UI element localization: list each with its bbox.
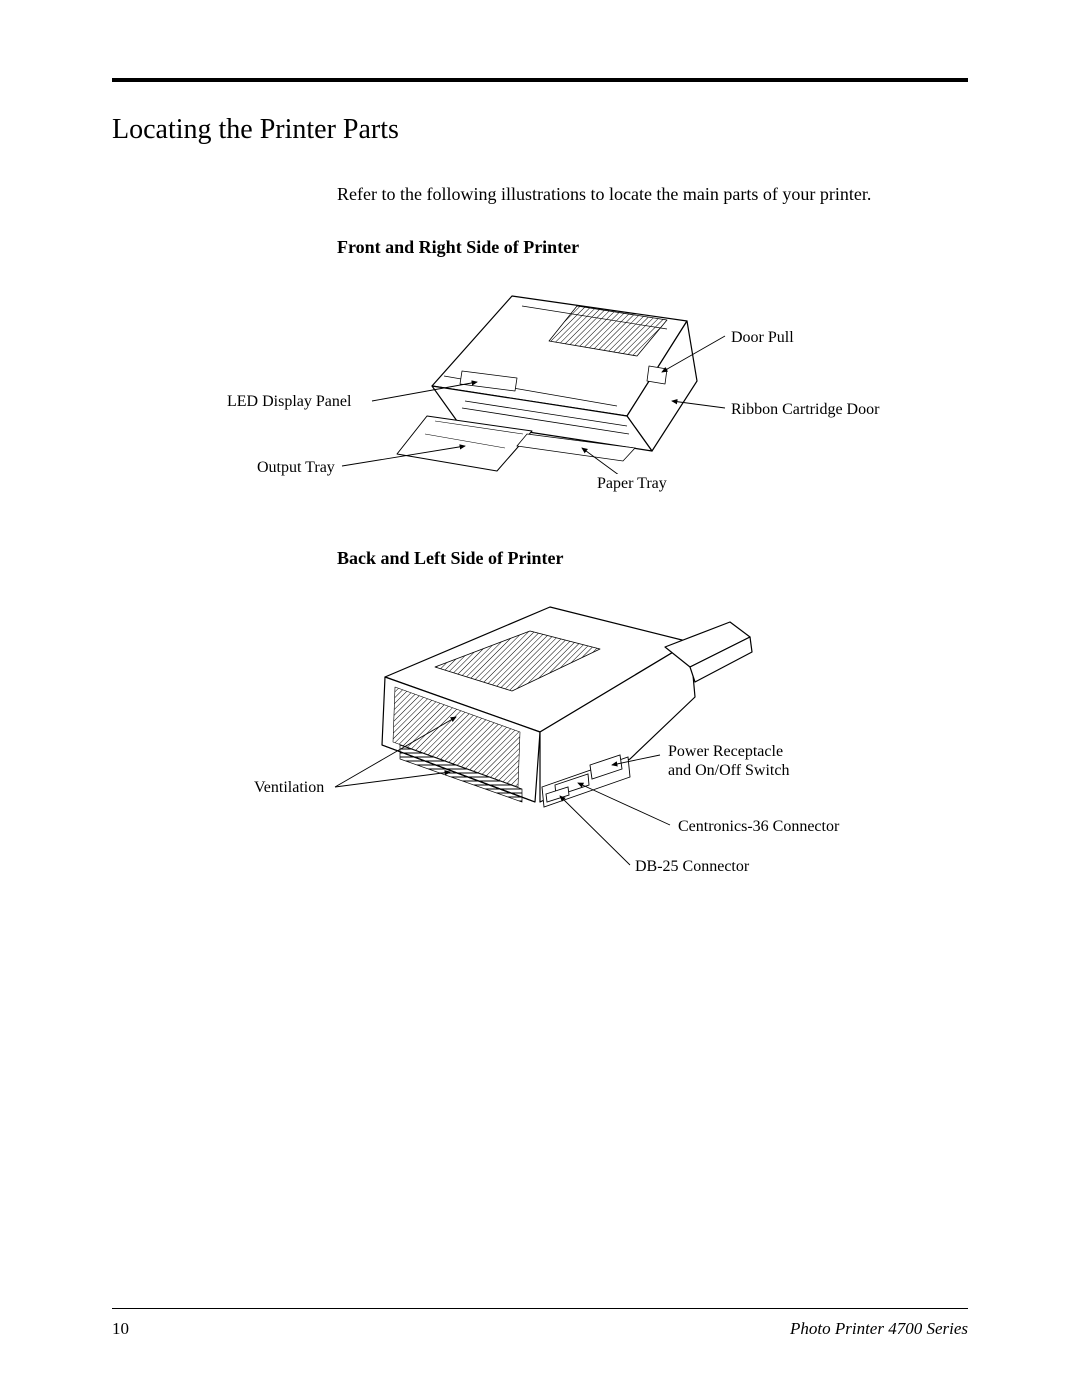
figure2-diagram: Power Receptacle and On/Off Switch Centr…	[160, 587, 870, 887]
label-paper-tray: Paper Tray	[597, 474, 667, 493]
label-centronics: Centronics-36 Connector	[678, 817, 839, 836]
label-ventilation: Ventilation	[254, 778, 324, 797]
label-output-tray: Output Tray	[257, 458, 335, 477]
printer-back-illustration	[160, 587, 870, 887]
page-footer: 10 Photo Printer 4700 Series	[112, 1308, 968, 1339]
page: Locating the Printer Parts Refer to the …	[0, 0, 1080, 1397]
top-rule	[112, 78, 968, 82]
label-db25: DB-25 Connector	[635, 857, 749, 876]
figure1-diagram: Door Pull Ribbon Cartridge Door LED Disp…	[197, 276, 897, 496]
doc-title: Photo Printer 4700 Series	[790, 1319, 968, 1339]
page-number: 10	[112, 1319, 129, 1339]
label-door-pull: Door Pull	[731, 328, 794, 347]
figure2-title: Back and Left Side of Printer	[337, 548, 968, 569]
label-ribbon-cartridge-door: Ribbon Cartridge Door	[731, 400, 879, 419]
section-heading: Locating the Printer Parts	[112, 114, 968, 146]
label-led-display-panel: LED Display Panel	[227, 392, 351, 411]
figure1-title: Front and Right Side of Printer	[337, 237, 968, 258]
label-power-receptacle: Power Receptacle and On/Off Switch	[668, 742, 789, 780]
intro-paragraph: Refer to the following illustrations to …	[337, 184, 968, 205]
